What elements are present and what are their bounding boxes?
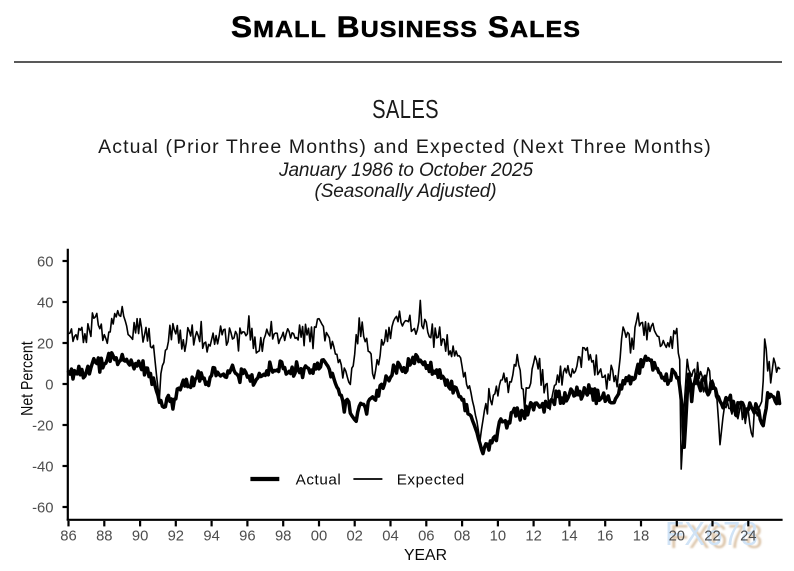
svg-text:-60: -60 xyxy=(32,500,53,516)
svg-text:06: 06 xyxy=(418,528,434,544)
svg-text:10: 10 xyxy=(490,528,506,544)
svg-text:YEAR: YEAR xyxy=(404,547,447,564)
svg-text:Expected: Expected xyxy=(397,472,465,489)
svg-text:22: 22 xyxy=(704,528,720,544)
svg-text:18: 18 xyxy=(633,528,649,544)
svg-text:Actual: Actual xyxy=(296,472,342,489)
svg-text:60: 60 xyxy=(37,254,53,270)
svg-text:12: 12 xyxy=(525,528,541,544)
svg-text:-20: -20 xyxy=(32,418,53,434)
svg-text:98: 98 xyxy=(275,528,291,544)
svg-text:0: 0 xyxy=(45,377,53,393)
svg-text:00: 00 xyxy=(311,528,327,544)
svg-text:24: 24 xyxy=(740,528,756,544)
svg-text:-40: -40 xyxy=(32,459,53,475)
svg-text:96: 96 xyxy=(239,528,255,544)
svg-text:20: 20 xyxy=(669,528,685,544)
svg-text:90: 90 xyxy=(132,528,148,544)
svg-text:20: 20 xyxy=(37,336,53,352)
svg-text:Net Percent: Net Percent xyxy=(19,341,37,416)
svg-text:92: 92 xyxy=(168,528,184,544)
svg-text:40: 40 xyxy=(37,295,53,311)
svg-text:94: 94 xyxy=(203,528,219,544)
svg-text:08: 08 xyxy=(454,528,470,544)
svg-text:16: 16 xyxy=(597,528,613,544)
svg-text:04: 04 xyxy=(382,528,398,544)
svg-text:88: 88 xyxy=(96,528,112,544)
svg-text:14: 14 xyxy=(561,528,577,544)
svg-text:02: 02 xyxy=(346,528,362,544)
svg-text:86: 86 xyxy=(60,528,76,544)
